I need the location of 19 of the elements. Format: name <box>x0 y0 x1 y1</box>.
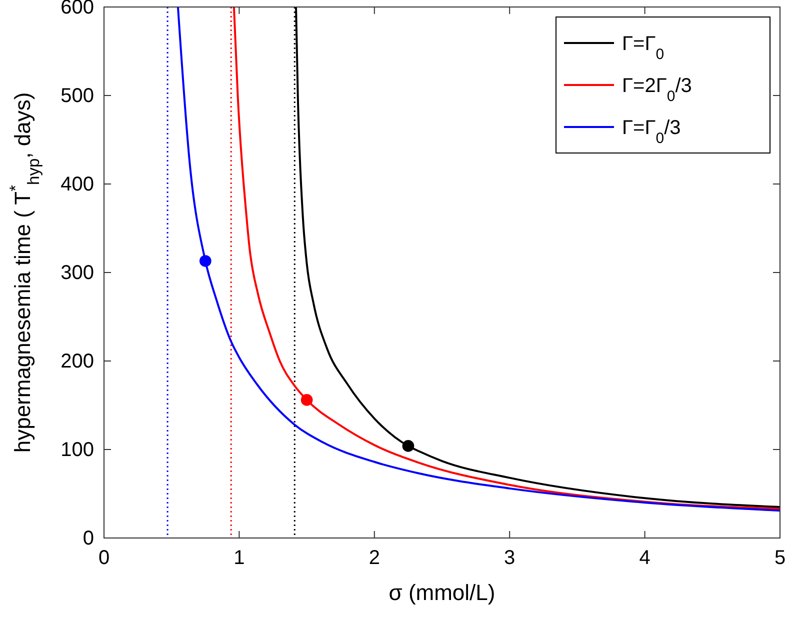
y-tick-label: 500 <box>60 84 94 107</box>
y-tick-label: 400 <box>60 173 94 196</box>
legend-label: Γ=2Γ$_{0}$/3 <box>622 75 692 104</box>
y-tick-label: 100 <box>60 438 94 461</box>
x-tick-label: 3 <box>504 547 516 570</box>
y-tick-label: 300 <box>60 262 94 284</box>
x-tick-label: 5 <box>774 547 786 570</box>
x-tick-label: 4 <box>639 547 650 570</box>
y-tick-label: 0 <box>82 527 94 550</box>
x-tick-label: 2 <box>368 547 380 570</box>
x-axis-title: σ (mmol/L) <box>388 580 496 605</box>
legend-label: Γ=Γ$_{0}$ <box>622 33 664 62</box>
y-tick-label: 200 <box>60 350 94 372</box>
point <box>199 255 212 267</box>
point <box>402 440 414 452</box>
x-tick-label: 0 <box>98 547 110 570</box>
point <box>300 394 313 406</box>
legend-label: Γ=Γ$_{0}$/3 <box>622 117 681 146</box>
x-tick-label: 1 <box>234 547 245 570</box>
